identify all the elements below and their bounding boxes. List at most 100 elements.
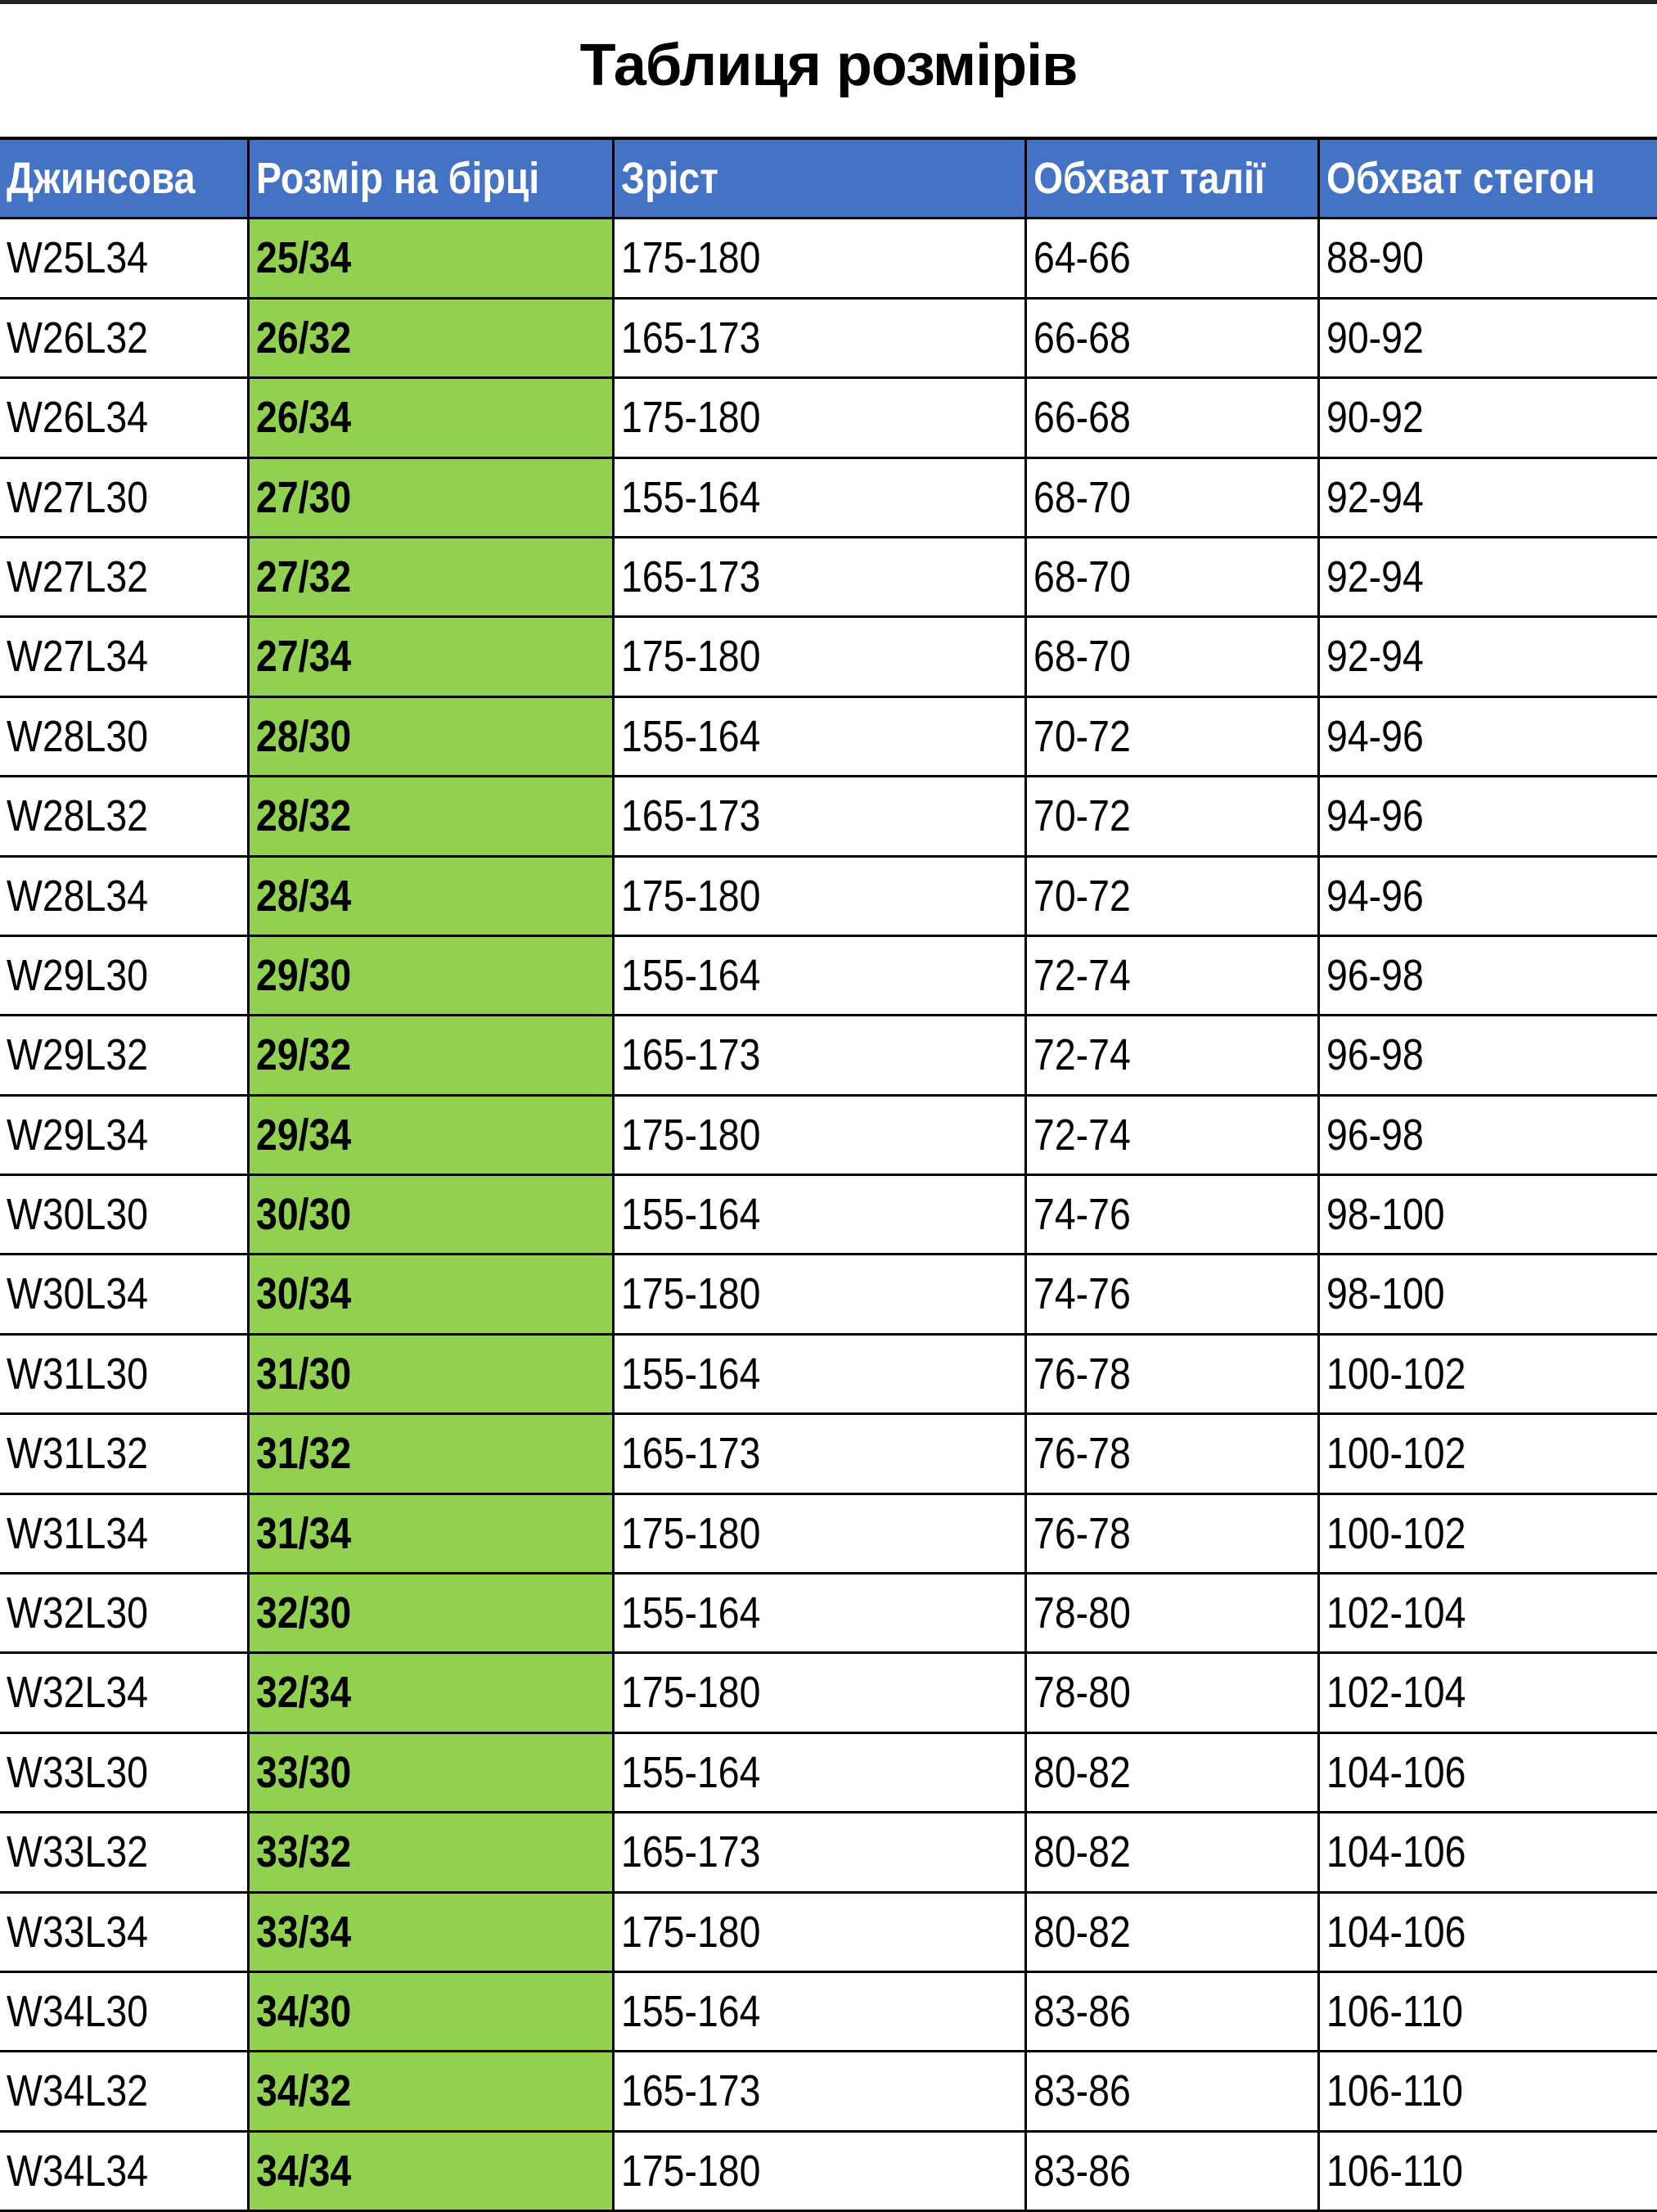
cell-value: 34/34 xyxy=(256,2146,352,2196)
table-cell-tag-size: 32/34 xyxy=(250,1654,615,1734)
cell-value: W30L34 xyxy=(7,1269,148,1319)
table-cell-jeans-size: W28L34 xyxy=(0,857,250,937)
table-cell-waist: 74-76 xyxy=(1027,1176,1320,1256)
table-cell-waist: 83-86 xyxy=(1027,1972,1320,2053)
table-cell-hips: 102-104 xyxy=(1320,1654,1657,1734)
table-cell-waist: 80-82 xyxy=(1027,1813,1320,1894)
table-cell-hips: 100-102 xyxy=(1320,1495,1657,1575)
table-cell-height: 155-164 xyxy=(615,697,1027,778)
table-cell-hips: 94-96 xyxy=(1320,777,1657,858)
cell-value: W34L30 xyxy=(7,1986,148,2036)
cell-value: 25/34 xyxy=(256,233,352,283)
cell-value: W33L30 xyxy=(7,1747,148,1797)
table-cell-hips: 94-96 xyxy=(1320,858,1657,937)
table-cell-tag-size: 27/34 xyxy=(250,618,615,698)
cell-value: 78-80 xyxy=(1033,1588,1131,1638)
cell-value: 30/34 xyxy=(256,1269,352,1319)
cell-value: W30L30 xyxy=(7,1190,148,1240)
cell-value: 165-173 xyxy=(621,1827,761,1877)
cell-value: 70-72 xyxy=(1033,871,1131,921)
table-cell-jeans-size: W34L34 xyxy=(0,2132,250,2212)
cell-value: 155-164 xyxy=(621,1349,761,1399)
cell-value: 155-164 xyxy=(621,472,761,522)
cell-value: 33/34 xyxy=(256,1907,352,1957)
cell-value: 100-102 xyxy=(1326,1429,1466,1479)
cell-value: 83-86 xyxy=(1033,1986,1131,2036)
cell-value: 76-78 xyxy=(1033,1508,1131,1558)
table-cell-jeans-size: W33L32 xyxy=(0,1813,250,1894)
table-cell-hips: 102-104 xyxy=(1320,1575,1657,1655)
table-cell-tag-size: 27/30 xyxy=(250,458,615,538)
table-cell-waist: 68-70 xyxy=(1027,538,1320,619)
table-cell-height: 165-173 xyxy=(615,1813,1027,1894)
table-cell-height: 165-173 xyxy=(615,777,1027,858)
cell-value: 98-100 xyxy=(1326,1269,1445,1319)
table-cell-height: 165-173 xyxy=(615,1016,1027,1097)
table-cell-hips: 96-98 xyxy=(1320,937,1657,1017)
cell-value: 155-164 xyxy=(621,711,761,761)
cell-value: 96-98 xyxy=(1326,950,1424,1000)
table-cell-waist: 76-78 xyxy=(1027,1335,1320,1416)
table-cell-height: 155-164 xyxy=(615,1335,1027,1416)
cell-value: 106-110 xyxy=(1326,2146,1463,2196)
column-header-label: Джинсова xyxy=(7,154,196,203)
cell-value: 72-74 xyxy=(1033,950,1131,1000)
table-cell-tag-size: 30/30 xyxy=(250,1176,615,1256)
table-cell-jeans-size: W27L32 xyxy=(0,538,250,619)
cell-value: 175-180 xyxy=(621,1907,761,1957)
table-cell-tag-size: 28/34 xyxy=(250,857,615,937)
table-cell-hips: 106-110 xyxy=(1320,2052,1657,2133)
table-cell-jeans-size: W29L32 xyxy=(0,1016,250,1097)
table-cell-waist: 72-74 xyxy=(1027,1016,1320,1097)
table-cell-tag-size: 33/32 xyxy=(250,1813,615,1894)
cell-value: 26/32 xyxy=(256,313,352,363)
cell-value: 68-70 xyxy=(1033,472,1131,522)
column-header-tag-size: Розмір на бірці xyxy=(250,140,615,220)
cell-value: 92-94 xyxy=(1326,632,1424,682)
column-header-label: Обхват стегон xyxy=(1326,154,1596,203)
table-cell-jeans-size: W28L32 xyxy=(0,777,250,858)
table-cell-height: 175-180 xyxy=(615,2132,1027,2212)
table-cell-height: 155-164 xyxy=(615,458,1027,538)
table-cell-waist: 83-86 xyxy=(1027,2132,1320,2212)
cell-value: W31L30 xyxy=(7,1349,148,1399)
table-cell-waist: 78-80 xyxy=(1027,1654,1320,1734)
table-cell-hips: 88-90 xyxy=(1320,219,1657,300)
table-cell-height: 175-180 xyxy=(615,1096,1027,1177)
cell-value: 102-104 xyxy=(1326,1668,1466,1718)
table-cell-height: 175-180 xyxy=(615,1494,1027,1575)
table-cell-jeans-size: W32L34 xyxy=(0,1654,250,1734)
cell-value: 28/32 xyxy=(256,791,352,841)
cell-value: 155-164 xyxy=(621,1588,761,1638)
table-cell-jeans-size: W34L32 xyxy=(0,2052,250,2133)
table-cell-height: 175-180 xyxy=(615,618,1027,698)
table-cell-waist: 80-82 xyxy=(1027,1893,1320,1973)
table-cell-tag-size: 32/30 xyxy=(250,1575,615,1655)
cell-value: 98-100 xyxy=(1326,1190,1445,1240)
cell-value: 26/34 xyxy=(256,393,352,443)
table-cell-jeans-size: W32L30 xyxy=(0,1575,250,1655)
table-cell-height: 165-173 xyxy=(615,299,1027,380)
table-cell-tag-size: 31/30 xyxy=(250,1335,615,1416)
cell-value: 33/32 xyxy=(256,1827,352,1877)
cell-value: 155-164 xyxy=(621,1986,761,2036)
table-cell-jeans-size: W26L34 xyxy=(0,379,250,459)
cell-value: 31/34 xyxy=(256,1508,352,1558)
cell-value: 155-164 xyxy=(621,950,761,1000)
cell-value: 175-180 xyxy=(621,1668,761,1718)
table-cell-waist: 64-66 xyxy=(1027,219,1320,300)
cell-value: W31L32 xyxy=(7,1429,148,1479)
cell-value: 72-74 xyxy=(1033,1030,1131,1080)
table-cell-jeans-size: W27L34 xyxy=(0,618,250,698)
cell-value: 165-173 xyxy=(621,313,761,363)
table-cell-hips: 94-96 xyxy=(1320,698,1657,778)
cell-value: W25L34 xyxy=(7,233,148,283)
cell-value: 27/32 xyxy=(256,552,352,601)
table-cell-jeans-size: W25L34 xyxy=(0,219,250,300)
table-cell-hips: 100-102 xyxy=(1320,1415,1657,1495)
cell-value: 165-173 xyxy=(621,552,761,601)
table-cell-height: 175-180 xyxy=(615,1255,1027,1336)
cell-value: 106-110 xyxy=(1326,1986,1463,2036)
cell-value: 28/34 xyxy=(256,871,352,921)
cell-value: 80-82 xyxy=(1033,1827,1131,1877)
